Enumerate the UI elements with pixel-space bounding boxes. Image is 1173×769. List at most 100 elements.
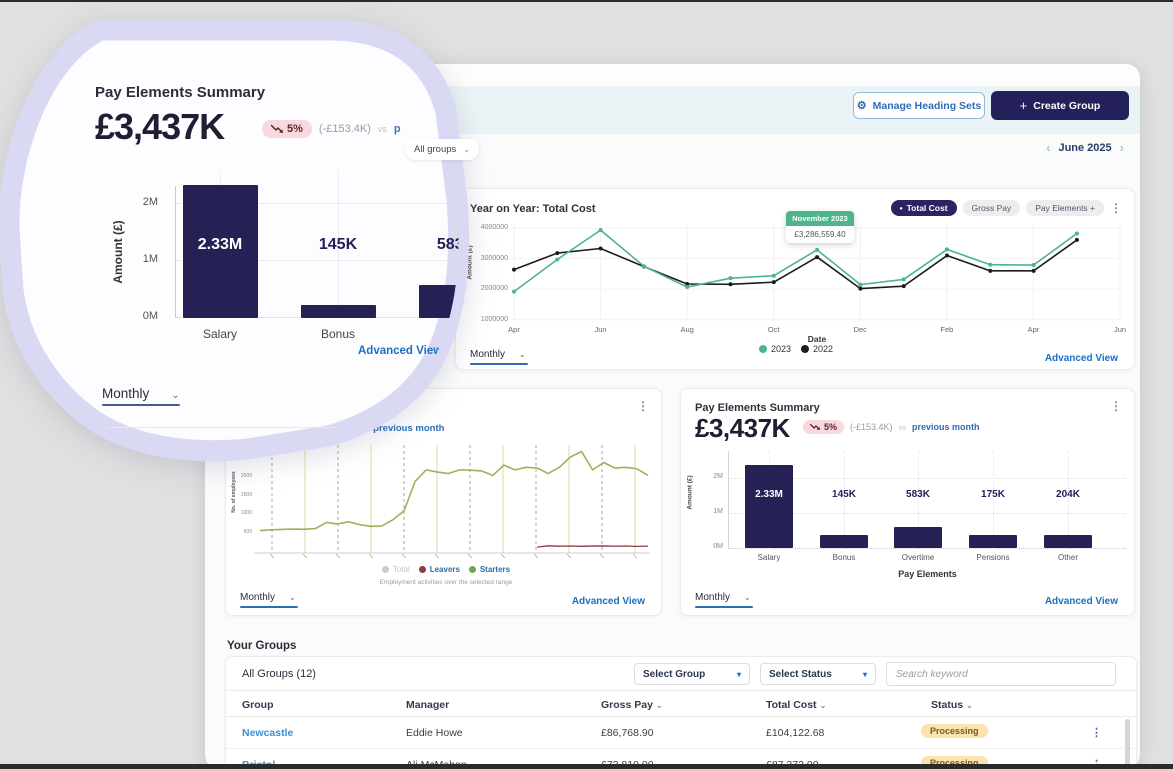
table-scrollbar[interactable] [1125, 719, 1130, 769]
bar-overtime[interactable] [894, 527, 942, 548]
column-manager[interactable]: Manager [406, 699, 450, 711]
yoy-x-axis-label: Date [807, 334, 827, 344]
all-groups-filter-label: All groups [414, 144, 457, 155]
callout-bar-value-label: 2.33M [197, 236, 243, 253]
bar-pensions[interactable] [969, 535, 1017, 548]
column-total-cost[interactable]: Total Cost ⌄ [766, 699, 827, 711]
gridline-1m [729, 513, 1126, 514]
pay-period-label: Monthly [695, 592, 731, 603]
yoy-total-cost-card: Year on Year: Total Cost • Total Cost Gro… [455, 188, 1135, 370]
pay-bar-chart[interactable]: 2.33M 145K 583K 175K 204K [729, 451, 1126, 549]
tooltip-title: November 2023 [786, 211, 854, 226]
bar-salary[interactable] [745, 465, 793, 548]
chevron-down-icon: ⌄ [519, 350, 526, 359]
bar-category-label: Overtime [901, 553, 935, 562]
legend-item-2023[interactable]: 2023 [758, 344, 791, 354]
sort-icon: ⌄ [966, 701, 973, 710]
yoy-period-dropdown[interactable]: Monthly ⌄ [470, 349, 528, 365]
kebab-menu-icon[interactable]: ⋮ [1110, 399, 1122, 413]
create-group-button[interactable]: + Create Group [991, 91, 1129, 120]
previous-month-link-partial[interactable]: p [393, 123, 401, 135]
your-groups-heading: Your Groups [227, 640, 297, 652]
pay-period-dropdown[interactable]: Monthly ⌄ [695, 592, 753, 608]
callout-amount: £3,437K [95, 106, 225, 147]
delta-abs: (-£153.4K) [850, 422, 893, 432]
total-cost-pill-label: Total Cost [906, 203, 948, 213]
callout-gridline-h [176, 260, 468, 261]
manage-heading-sets-button[interactable]: ⚙ Manage Heading Sets [853, 92, 985, 119]
kebab-menu-icon[interactable]: ⋮ [637, 399, 649, 413]
callout-period-dropdown[interactable]: Monthly ⌄ [102, 386, 180, 406]
status-cell: Processing [921, 724, 988, 738]
group-link[interactable]: Newcastle [242, 727, 294, 739]
callout-delta-row: 5% (-£153.4K) vs p [262, 120, 401, 138]
callout-ytick-1m: 1M [142, 253, 158, 265]
bar-other[interactable] [1044, 535, 1092, 548]
previous-month-link[interactable]: previous month [912, 422, 980, 432]
chevron-down-icon: ⌄ [171, 390, 180, 401]
employment-caption: Employment activities over the selected … [379, 579, 513, 586]
bar-category-label: Bonus [832, 553, 856, 562]
callout-bar-salary[interactable] [183, 185, 258, 318]
employment-advanced-view-link[interactable]: Advanced View [571, 596, 645, 607]
employment-period-label: Monthly [240, 592, 276, 603]
groups-filter-row: All Groups (12) Select Group ▾ Select Sta… [226, 657, 1136, 691]
gross-pay-pill[interactable]: Gross Pay [962, 200, 1021, 216]
chevron-left-icon[interactable]: ‹ [1046, 140, 1051, 155]
search-input[interactable] [886, 662, 1116, 686]
chevron-right-icon[interactable]: › [1119, 140, 1124, 155]
employment-ytick: 1000 [240, 510, 252, 517]
pay-advanced-view-link[interactable]: Advanced View [1044, 596, 1118, 607]
callout-bar-bonus[interactable] [301, 305, 376, 318]
previous-month-link[interactable]: previous month [373, 423, 445, 434]
yoy-xtick: Aug [680, 325, 694, 334]
column-gross-pay[interactable]: Gross Pay ⌄ [601, 699, 663, 711]
gridline-v [1068, 451, 1069, 549]
employment-ytick: 500 [243, 528, 252, 535]
your-groups-card: All Groups (12) Select Group ▾ Select Sta… [225, 656, 1137, 769]
employment-period-dropdown[interactable]: Monthly ⌄ [240, 592, 298, 608]
legend-item-2022[interactable]: 2022 [801, 344, 833, 354]
employment-legend: Total Leavers Starters [286, 565, 606, 574]
legend-item-total[interactable]: Total [381, 565, 410, 574]
yoy-card-title: Year on Year: Total Cost [470, 203, 596, 215]
bar-category-label: Other [1057, 553, 1078, 562]
select-group-label: Select Group [643, 668, 706, 680]
total-cost-pill[interactable]: • Total Cost [890, 200, 957, 216]
create-group-label: Create Group [1033, 99, 1101, 112]
pay-elements-summary-card: Pay Elements Summary ⋮ £3,437K 5% (-£153… [680, 388, 1135, 616]
callout-ytick-2m: 2M [142, 196, 158, 208]
pay-x-axis-label: Pay Elements [898, 569, 957, 579]
callout-gridline-v [456, 172, 457, 317]
callout-advanced-view-link[interactable]: Advanced View [358, 345, 443, 357]
yoy-line-chart[interactable] [511, 219, 1123, 323]
all-groups-filter-pill[interactable]: All groups ⌄ [405, 139, 479, 160]
bar-value-label: 2.33M [755, 489, 783, 500]
legend-dot-total [381, 566, 389, 573]
bar-bonus[interactable] [820, 535, 868, 548]
delta-pct: 5% [287, 123, 303, 135]
column-group[interactable]: Group [242, 699, 274, 711]
column-status[interactable]: Status ⌄ [931, 699, 973, 711]
gridline-v [993, 451, 994, 549]
pay-ytick-2m: 2M [713, 473, 723, 480]
select-group-dropdown[interactable]: Select Group ▾ [634, 663, 750, 685]
callout-y-axis-label: Amount (£) [111, 220, 125, 284]
legend-dot-2022 [801, 345, 809, 353]
legend-item-leavers[interactable]: Leavers [418, 565, 460, 574]
select-status-dropdown[interactable]: Select Status ▾ [760, 663, 876, 685]
pay-elements-pill[interactable]: Pay Elements + [1026, 200, 1104, 216]
yoy-advanced-view-link[interactable]: Advanced View [1044, 353, 1118, 364]
bar-category-label: Salary [757, 553, 781, 562]
employment-ytick: 1500 [240, 491, 252, 498]
chevron-down-icon: ⌄ [463, 145, 470, 154]
yoy-xtick: Feb [940, 325, 954, 334]
employment-line-chart[interactable] [254, 441, 654, 561]
kebab-menu-icon[interactable]: ⋮ [1110, 201, 1122, 215]
delta-pct: 5% [824, 422, 838, 432]
manager-cell: Eddie Howe [406, 727, 463, 739]
legend-item-starters[interactable]: Starters [468, 565, 510, 574]
pay-y-axis-line [728, 451, 729, 549]
legend-dot-2023 [758, 345, 767, 353]
row-kebab-menu-icon[interactable]: ⋮ [1091, 727, 1102, 739]
